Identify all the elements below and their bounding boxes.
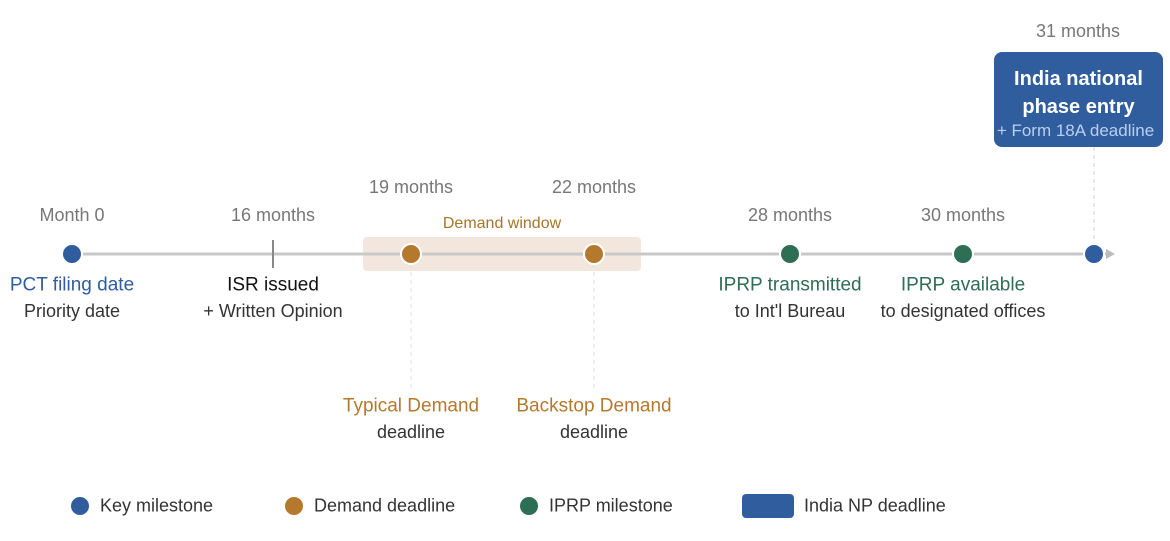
legend-label: IPRP milestone xyxy=(549,495,673,516)
milestone-dot xyxy=(779,243,801,265)
milestone-title: IPRP transmitted xyxy=(718,274,862,296)
milestone-title: ISR issued xyxy=(227,274,319,296)
milestone-month: 16 months xyxy=(230,205,316,225)
milestone-month: 19 months xyxy=(368,177,454,197)
india-box: India national phase entry + Form 18A de… xyxy=(994,52,1163,147)
milestone-dot xyxy=(400,243,422,265)
milestone-month: 28 months xyxy=(747,205,833,225)
legend-label: Demand deadline xyxy=(314,495,456,516)
legend-label: India NP deadline xyxy=(804,495,946,516)
india-marker xyxy=(1083,243,1105,265)
milestone-dot xyxy=(61,243,83,265)
milestone-month: 22 months xyxy=(551,177,637,197)
milestone-subtitle: to Int'l Bureau xyxy=(734,301,846,321)
legend-swatch xyxy=(742,494,794,518)
milestone-dot xyxy=(583,243,605,265)
india-subtitle: + Form 18A deadline xyxy=(996,121,1155,140)
milestone-title: IPRP available xyxy=(900,274,1026,296)
milestone-subtitle: to designated offices xyxy=(880,301,1046,321)
timeline-arrow xyxy=(1106,249,1115,259)
legend-swatch xyxy=(71,497,89,515)
legend-swatch xyxy=(520,497,538,515)
demand-window-label: Demand window xyxy=(442,215,562,232)
legend-swatch xyxy=(285,497,303,515)
milestone-title: Backstop Demand xyxy=(516,395,672,417)
india-month: 31 months xyxy=(1035,21,1121,41)
milestone-subtitle: Priority date xyxy=(23,301,121,321)
milestone-month: Month 0 xyxy=(39,205,105,225)
milestone-month: 30 months xyxy=(920,205,1006,225)
milestone-title: PCT filing date xyxy=(9,274,135,296)
milestone-subtitle: + Written Opinion xyxy=(203,301,343,321)
milestone-dot xyxy=(952,243,974,265)
india-title: India national phase entry xyxy=(1014,68,1143,118)
milestone-subtitle: deadline xyxy=(559,422,629,442)
milestone-subtitle: deadline xyxy=(376,422,446,442)
milestone-title: Typical Demand xyxy=(342,395,480,417)
legend-label: Key milestone xyxy=(100,495,214,516)
